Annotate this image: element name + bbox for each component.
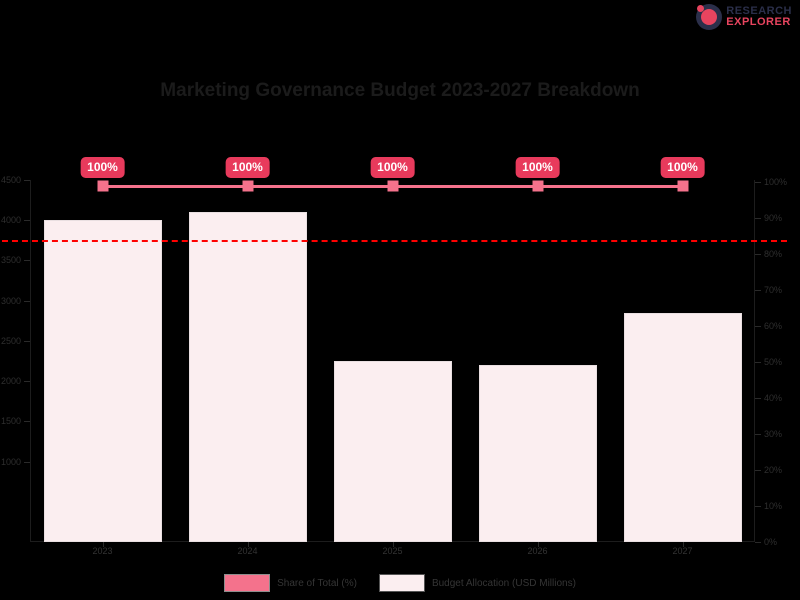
legend-label: Budget Allocation (USD Millions)	[431, 577, 576, 589]
percentage-data-label: 100%	[225, 157, 270, 178]
y-axis-right-tick-label: 100%	[764, 177, 788, 187]
x-axis-tick	[392, 542, 394, 547]
legend-swatch	[378, 574, 425, 592]
x-axis-tick-label: 2027	[672, 546, 693, 556]
y-axis-left-tick-label: 1500	[0, 416, 21, 427]
bar[interactable]	[623, 312, 742, 542]
logo-line-2: EXPLORER	[726, 16, 791, 28]
percentage-data-label: 100%	[660, 157, 705, 178]
y-axis-left-tick-label: 3500	[0, 255, 21, 266]
bar[interactable]	[333, 361, 452, 542]
y-axis-right-tick-label: 10%	[764, 501, 783, 511]
y-axis-right-tick-label: 80%	[764, 249, 783, 259]
x-axis-tick-label: 2025	[382, 546, 403, 556]
plot-area: 4500 4000 3500 3000 2500 2000 1500 1000 100% 90%…	[1, 175, 787, 556]
x-axis-tick	[682, 542, 684, 547]
logo-circle-icon	[696, 4, 723, 30]
percentage-data-label: 100%	[370, 157, 415, 178]
y-axis-right-tick	[755, 434, 761, 435]
y-axis-right-tick-label: 60%	[764, 321, 783, 331]
x-axis-tick	[537, 542, 539, 547]
y-axis-right-tick	[755, 290, 761, 291]
y-axis-left-tick-label: 2500	[0, 335, 21, 346]
bar[interactable]	[478, 365, 597, 542]
y-axis-left-tick-label: 1000	[0, 456, 21, 467]
y-axis-left	[30, 180, 31, 542]
y-axis-left-tick-label: 4500	[0, 175, 21, 185]
y-axis-right-tick	[755, 398, 761, 399]
y-axis-left-tick-label: 2000	[0, 376, 21, 387]
legend-label: Share of Total (%)	[277, 577, 357, 589]
threshold-line	[2, 240, 787, 243]
y-axis-right-tick-label: 40%	[764, 393, 783, 403]
y-axis-right-tick-label: 0%	[764, 537, 778, 547]
x-axis-tick-label: 2026	[527, 546, 548, 556]
y-axis-right-tick	[755, 254, 761, 255]
percentage-data-label: 100%	[80, 157, 125, 178]
percentage-data-label: 100%	[515, 157, 560, 178]
y-axis-right-tick	[755, 182, 761, 183]
y-axis-right-tick-label: 20%	[764, 465, 783, 475]
y-axis-right	[754, 180, 755, 542]
x-axis-tick	[102, 542, 104, 547]
bar[interactable]	[43, 220, 162, 542]
y-axis-right-tick	[755, 218, 761, 219]
y-axis-left-tick-label: 4000	[0, 215, 21, 226]
y-axis-left-tick	[24, 300, 30, 302]
y-axis-right-tick	[755, 542, 761, 543]
y-axis-right-tick	[755, 326, 761, 327]
y-axis-left-tick	[24, 180, 30, 181]
brand-logo: RESEARCH EXPLORER	[696, 4, 792, 30]
y-axis-right-tick-label: 50%	[764, 357, 783, 367]
y-axis-left-tick	[24, 340, 30, 342]
y-axis-left-tick	[24, 260, 30, 262]
bar[interactable]	[188, 212, 307, 542]
logo-line-1: RESEARCH	[726, 5, 792, 17]
y-axis-left-tick	[24, 461, 30, 463]
y-axis-right-tick-label: 70%	[764, 285, 783, 295]
y-axis-left-tick-label: 3000	[0, 295, 21, 306]
y-axis-right-tick	[755, 506, 761, 507]
legend-item[interactable]: Share of Total (%)	[224, 574, 357, 592]
logo-wordmark: RESEARCH EXPLORER	[726, 6, 792, 28]
y-axis-left-tick	[24, 381, 30, 383]
x-axis-tick	[247, 542, 249, 547]
chart-legend: Share of Total (%) Budget Allocation (USD…	[0, 574, 800, 592]
legend-item[interactable]: Budget Allocation (USD Millions)	[378, 574, 576, 592]
y-axis-right-tick-label: 90%	[764, 213, 783, 223]
y-axis-right-tick	[755, 470, 761, 471]
x-axis-tick-label: 2023	[92, 546, 113, 556]
y-axis-right-tick-label: 30%	[764, 429, 783, 439]
y-axis-right-tick	[755, 362, 761, 363]
chart-title: Marketing Governance Budget 2023-2027 Br…	[160, 80, 640, 101]
y-axis-left-tick	[24, 421, 30, 423]
x-axis-tick-label: 2024	[237, 546, 258, 556]
y-axis-left-tick	[24, 220, 30, 222]
legend-swatch	[224, 574, 271, 592]
